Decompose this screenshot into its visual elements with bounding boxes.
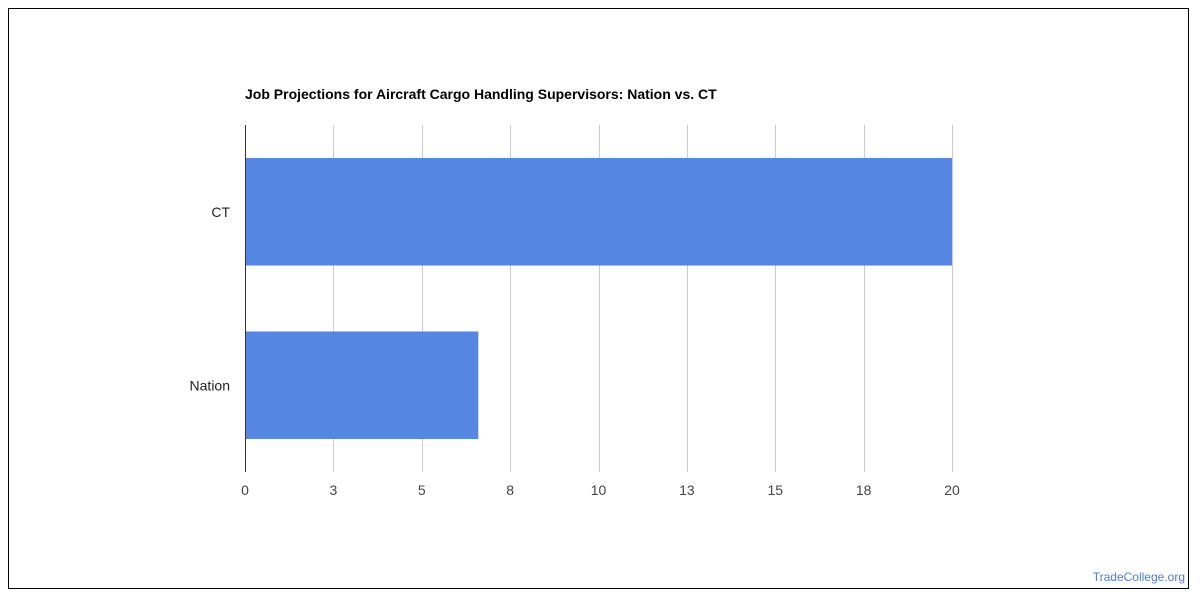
category-labels: CT Nation: [190, 204, 231, 394]
x-tick-label: 3: [329, 482, 337, 498]
x-tick-labels: 0 3 5 8 10 13 15 18 20: [241, 482, 960, 498]
x-tick-label: 13: [679, 482, 695, 498]
x-tick-label: 18: [856, 482, 872, 498]
x-tick-label: 8: [506, 482, 514, 498]
chart-title: Job Projections for Aircraft Cargo Handl…: [245, 86, 717, 102]
x-tick-label: 10: [591, 482, 607, 498]
category-label: Nation: [190, 377, 230, 393]
x-tick-label: 15: [767, 482, 783, 498]
watermark-link[interactable]: TradeCollege.org: [1092, 570, 1185, 584]
category-label: CT: [211, 204, 230, 220]
bars: [245, 157, 952, 440]
bar-ct[interactable]: [245, 157, 952, 266]
x-tick-label: 20: [944, 482, 960, 498]
x-tick-label: 5: [418, 482, 426, 498]
chart-frame: [8, 8, 1189, 589]
x-tick-label: 0: [241, 482, 249, 498]
bar-nation[interactable]: [245, 331, 479, 440]
